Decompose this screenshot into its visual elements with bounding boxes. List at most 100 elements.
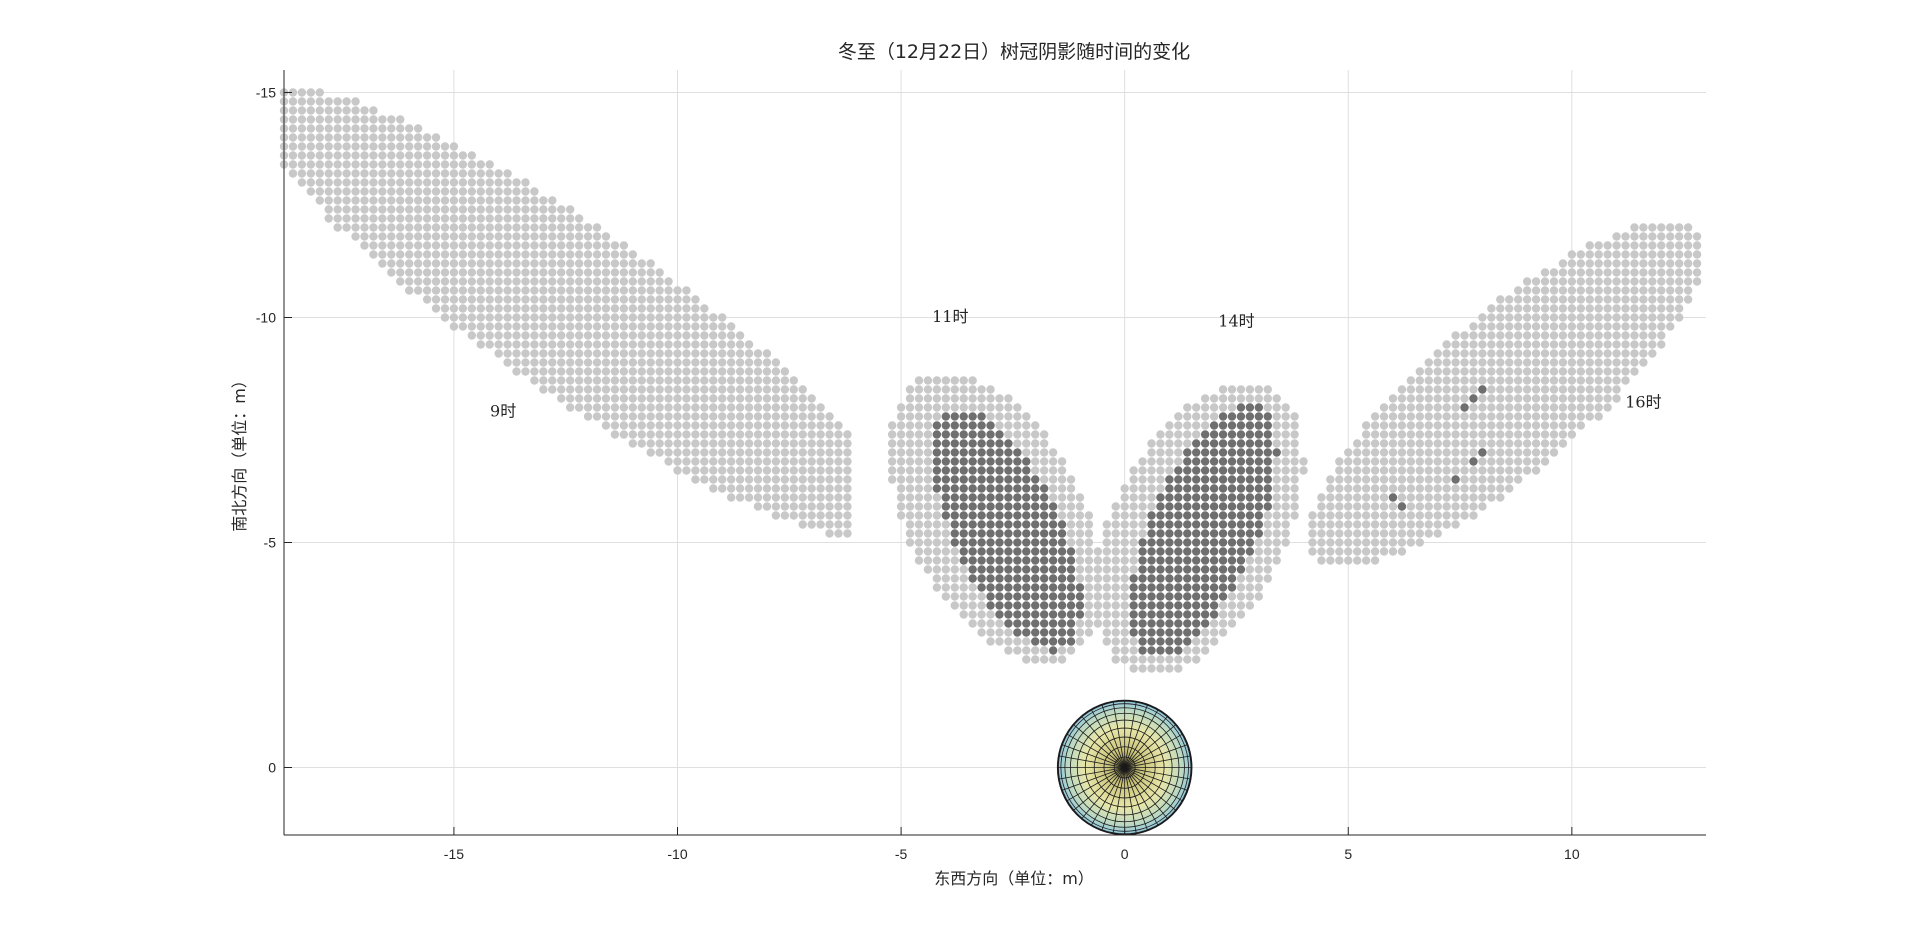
shadow-point <box>977 601 986 610</box>
shadow-point <box>1496 484 1505 493</box>
shadow-point <box>941 520 951 529</box>
shadow-point <box>1666 232 1675 241</box>
shadow-point-dark <box>1192 511 1201 520</box>
shadow-point-dark <box>941 439 951 448</box>
shadow-point <box>324 151 333 160</box>
shadow-point <box>583 286 593 295</box>
shadow-point <box>1066 646 1076 655</box>
shadow-point <box>1478 349 1487 358</box>
shadow-point <box>1317 502 1326 511</box>
shadow-point <box>735 376 745 385</box>
shadow-point <box>709 430 718 439</box>
shadow-point-dark <box>941 475 951 484</box>
shadow-point-dark <box>1200 538 1210 547</box>
shadow-point <box>512 322 521 331</box>
shadow-point-dark <box>1174 637 1183 646</box>
shadow-point <box>628 313 637 322</box>
shadow-point-dark <box>1200 619 1210 628</box>
shadow-point-dark <box>932 484 942 493</box>
shadow-point <box>333 115 342 124</box>
shadow-point <box>592 223 602 232</box>
shadow-point <box>601 412 611 421</box>
shadow-point-dark <box>986 430 995 439</box>
shadow-point <box>673 457 682 466</box>
shadow-point <box>503 196 512 205</box>
shadow-point-dark <box>1183 520 1192 529</box>
shadow-point <box>1013 439 1022 448</box>
shadow-point <box>1102 637 1111 646</box>
shadow-point <box>1558 385 1568 394</box>
shadow-point-dark <box>1013 529 1022 538</box>
shadow-point-dark <box>1209 556 1219 565</box>
shadow-point <box>1692 268 1702 277</box>
shadow-point <box>378 142 387 151</box>
shadow-point-dark <box>959 457 968 466</box>
shadow-point-dark <box>1245 403 1255 412</box>
shadow-point <box>968 610 977 619</box>
shadow-point-dark <box>968 511 977 520</box>
shadow-point <box>700 403 709 412</box>
shadow-point <box>1370 448 1380 457</box>
shadow-point <box>735 421 745 430</box>
shadow-point <box>387 169 396 178</box>
shadow-point <box>583 367 593 376</box>
shadow-point <box>422 187 432 196</box>
shadow-point <box>780 502 790 511</box>
shadow-point <box>1415 439 1425 448</box>
shadow-point <box>342 106 351 115</box>
shadow-point <box>557 214 566 223</box>
shadow-point <box>914 520 924 529</box>
shadow-point <box>744 475 754 484</box>
shadow-point-dark <box>1209 457 1219 466</box>
shadow-point <box>1004 646 1013 655</box>
shadow-point <box>700 457 709 466</box>
shadow-point <box>628 250 637 259</box>
shadow-point <box>646 367 655 376</box>
shadow-point <box>1424 439 1433 448</box>
crown-spoke <box>1124 755 1191 768</box>
crown-spoke <box>1124 767 1159 826</box>
shadow-point <box>1326 502 1335 511</box>
shadow-point <box>360 205 369 214</box>
shadow-point-dark <box>950 520 959 529</box>
shadow-point <box>369 142 378 151</box>
shadow-point <box>1183 421 1192 430</box>
shadow-point <box>1549 286 1559 295</box>
shadow-point-dark <box>1138 574 1147 583</box>
shadow-point <box>413 196 423 205</box>
shadow-point <box>1567 358 1577 367</box>
shadow-point <box>297 169 307 178</box>
shadow-point <box>780 475 790 484</box>
shadow-point-dark <box>1156 556 1165 565</box>
shadow-point <box>583 241 593 250</box>
shadow-point <box>1666 295 1675 304</box>
shadow-point-dark <box>968 484 977 493</box>
shadow-point-dark <box>950 529 959 538</box>
shadow-point <box>360 160 369 169</box>
shadow-point <box>968 403 977 412</box>
shadow-point <box>1361 502 1371 511</box>
shadow-point <box>1639 331 1648 340</box>
shadow-point <box>530 232 539 241</box>
shadow-point <box>1156 439 1165 448</box>
shadow-point <box>1227 592 1237 601</box>
shadow-point <box>458 268 468 277</box>
shadow-point <box>905 502 915 511</box>
shadow-point <box>512 304 521 313</box>
shadow-point <box>1585 394 1594 403</box>
shadow-point <box>1621 358 1630 367</box>
shadow-point <box>789 403 798 412</box>
shadow-point <box>494 187 503 196</box>
shadow-point <box>1657 313 1666 322</box>
shadow-point <box>834 529 843 538</box>
shadow-point-dark <box>1048 502 1058 511</box>
shadow-point <box>1522 304 1532 313</box>
shadow-point <box>789 475 798 484</box>
shadow-point-dark <box>1022 466 1031 475</box>
shadow-point-dark <box>1031 574 1040 583</box>
shadow-point <box>1683 268 1693 277</box>
shadow-point <box>521 286 530 295</box>
shadow-point <box>1478 457 1487 466</box>
shadow-point <box>1487 421 1496 430</box>
shadow-point-dark <box>1022 619 1031 628</box>
